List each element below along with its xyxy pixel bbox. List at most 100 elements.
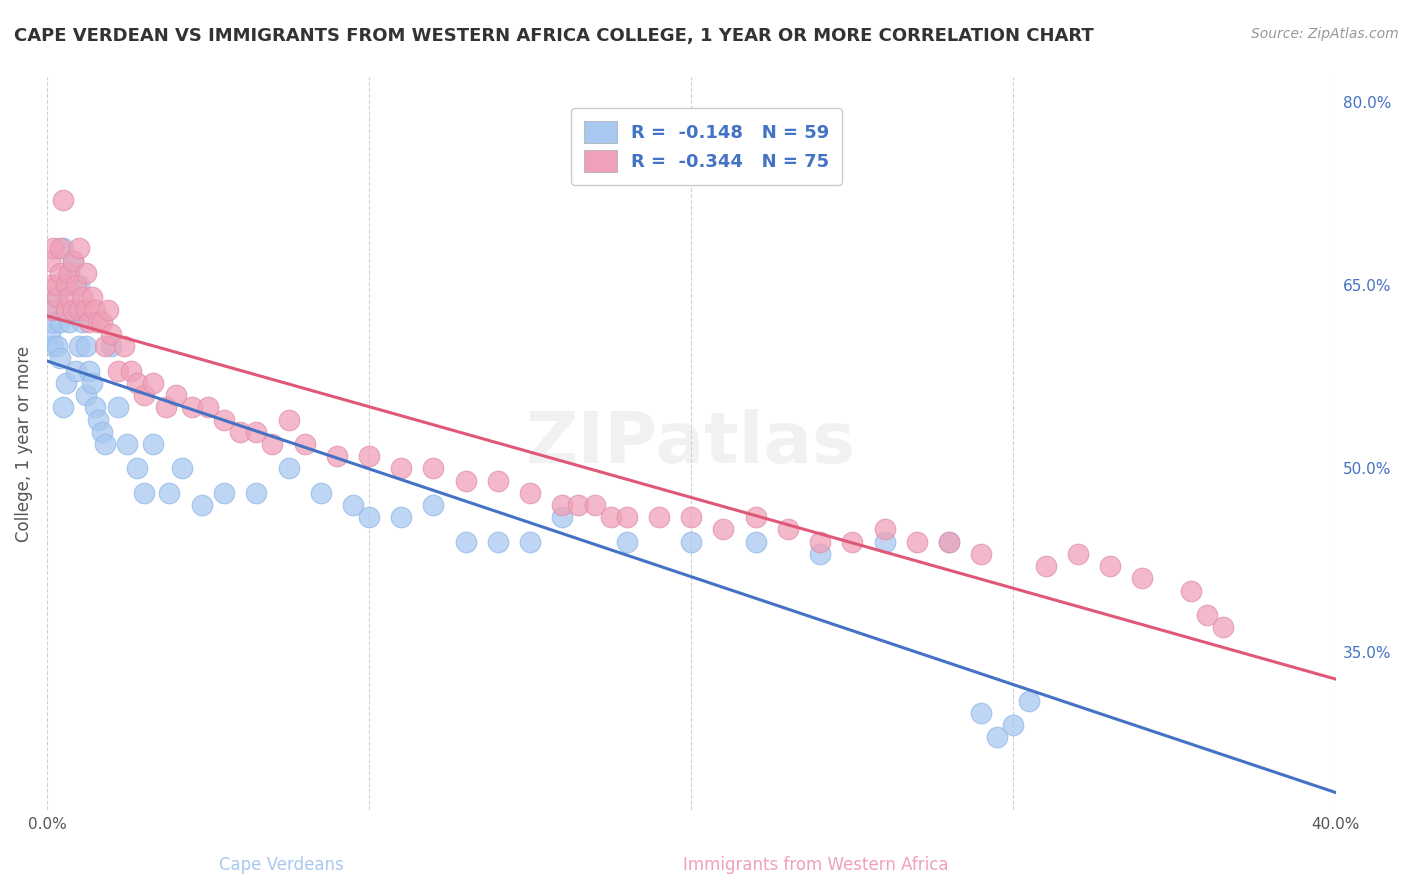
Point bbox=[77, 315, 100, 329]
Point bbox=[39, 302, 62, 317]
Point bbox=[55, 302, 77, 317]
Point bbox=[55, 376, 77, 390]
Point bbox=[841, 534, 863, 549]
Point bbox=[648, 510, 671, 524]
Point bbox=[1130, 571, 1153, 585]
Point bbox=[212, 485, 235, 500]
Point bbox=[55, 302, 77, 317]
Point bbox=[142, 376, 165, 390]
Point bbox=[132, 388, 155, 402]
Point bbox=[357, 449, 380, 463]
Point bbox=[90, 315, 112, 329]
Point bbox=[551, 498, 574, 512]
Point bbox=[42, 242, 65, 256]
Point bbox=[681, 510, 703, 524]
Point bbox=[52, 401, 75, 415]
Point bbox=[389, 461, 412, 475]
Point bbox=[65, 364, 87, 378]
Point bbox=[1212, 620, 1234, 634]
Point bbox=[42, 302, 65, 317]
Point bbox=[744, 534, 766, 549]
Point bbox=[75, 266, 97, 280]
Point bbox=[77, 364, 100, 378]
Point bbox=[39, 253, 62, 268]
Point bbox=[1195, 607, 1218, 622]
Point bbox=[72, 290, 94, 304]
Point bbox=[62, 302, 84, 317]
Y-axis label: College, 1 year or more: College, 1 year or more bbox=[15, 346, 32, 542]
Point bbox=[212, 412, 235, 426]
Point bbox=[117, 437, 139, 451]
Point bbox=[808, 534, 831, 549]
Point bbox=[309, 485, 332, 500]
Point bbox=[62, 253, 84, 268]
Point bbox=[1067, 547, 1090, 561]
Point bbox=[157, 485, 180, 500]
Point bbox=[84, 302, 107, 317]
Point bbox=[357, 510, 380, 524]
Point bbox=[165, 388, 187, 402]
Point bbox=[84, 401, 107, 415]
Text: Cape Verdeans: Cape Verdeans bbox=[219, 856, 343, 874]
Point bbox=[262, 437, 284, 451]
Point bbox=[127, 461, 149, 475]
Point bbox=[142, 437, 165, 451]
Point bbox=[519, 485, 541, 500]
Point bbox=[127, 376, 149, 390]
Point bbox=[277, 412, 299, 426]
Point bbox=[58, 290, 80, 304]
Point bbox=[172, 461, 194, 475]
Point bbox=[100, 339, 122, 353]
Point bbox=[39, 278, 62, 293]
Point bbox=[75, 302, 97, 317]
Point bbox=[1002, 718, 1025, 732]
Point bbox=[49, 351, 72, 366]
Point bbox=[197, 401, 219, 415]
Point bbox=[190, 498, 212, 512]
Point bbox=[58, 266, 80, 280]
Point bbox=[938, 534, 960, 549]
Point bbox=[1018, 693, 1040, 707]
Point bbox=[245, 425, 267, 439]
Point bbox=[970, 706, 993, 720]
Point bbox=[45, 290, 67, 304]
Point bbox=[245, 485, 267, 500]
Point bbox=[52, 193, 75, 207]
Point bbox=[80, 376, 103, 390]
Point bbox=[107, 401, 129, 415]
Point bbox=[713, 523, 735, 537]
Point bbox=[42, 339, 65, 353]
Point bbox=[342, 498, 364, 512]
Point bbox=[132, 485, 155, 500]
Point bbox=[155, 401, 177, 415]
Legend: R =  -0.148   N = 59, R =  -0.344   N = 75: R = -0.148 N = 59, R = -0.344 N = 75 bbox=[571, 109, 842, 185]
Point bbox=[45, 290, 67, 304]
Point bbox=[229, 425, 252, 439]
Point bbox=[58, 315, 80, 329]
Point bbox=[45, 278, 67, 293]
Point bbox=[567, 498, 589, 512]
Point bbox=[75, 339, 97, 353]
Point bbox=[75, 388, 97, 402]
Point bbox=[873, 523, 896, 537]
Text: CAPE VERDEAN VS IMMIGRANTS FROM WESTERN AFRICA COLLEGE, 1 YEAR OR MORE CORRELATI: CAPE VERDEAN VS IMMIGRANTS FROM WESTERN … bbox=[14, 27, 1094, 45]
Point bbox=[583, 498, 606, 512]
Point bbox=[80, 290, 103, 304]
Point bbox=[72, 315, 94, 329]
Point bbox=[486, 474, 509, 488]
Point bbox=[905, 534, 928, 549]
Point bbox=[277, 461, 299, 475]
Point bbox=[52, 242, 75, 256]
Point bbox=[873, 534, 896, 549]
Point bbox=[67, 339, 90, 353]
Point bbox=[49, 315, 72, 329]
Point bbox=[599, 510, 621, 524]
Point bbox=[1099, 559, 1122, 574]
Point bbox=[519, 534, 541, 549]
Point bbox=[107, 364, 129, 378]
Text: Source: ZipAtlas.com: Source: ZipAtlas.com bbox=[1251, 27, 1399, 41]
Point bbox=[94, 339, 117, 353]
Point bbox=[938, 534, 960, 549]
Point bbox=[65, 278, 87, 293]
Point bbox=[486, 534, 509, 549]
